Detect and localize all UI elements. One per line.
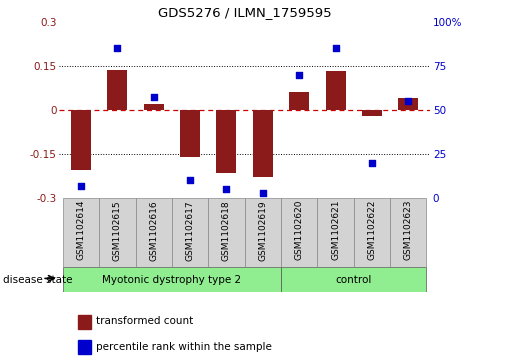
Bar	[78, 315, 91, 329]
Bar	[172, 198, 208, 267]
Bar	[281, 198, 317, 267]
Bar	[253, 110, 273, 177]
Point	[150, 95, 158, 101]
Text: GSM1102623: GSM1102623	[404, 200, 413, 260]
Point	[113, 45, 122, 51]
Text: Myotonic dystrophy type 2: Myotonic dystrophy type 2	[102, 274, 242, 285]
Title: GDS5276 / ILMN_1759595: GDS5276 / ILMN_1759595	[158, 6, 332, 19]
Bar	[144, 104, 164, 110]
Point	[404, 98, 413, 104]
Bar	[63, 267, 281, 292]
Point	[77, 183, 85, 188]
Bar	[281, 267, 426, 292]
Bar	[180, 110, 200, 157]
Bar	[78, 340, 91, 354]
Bar	[135, 198, 172, 267]
Text: GSM1102622: GSM1102622	[367, 200, 376, 260]
Bar	[108, 70, 127, 110]
Text: GSM1102615: GSM1102615	[113, 200, 122, 261]
Point	[222, 186, 231, 192]
Text: GSM1102620: GSM1102620	[295, 200, 304, 260]
Bar	[208, 198, 245, 267]
Bar	[63, 198, 99, 267]
Bar	[354, 198, 390, 267]
Bar	[216, 110, 236, 173]
Point	[295, 72, 303, 77]
Text: percentile rank within the sample: percentile rank within the sample	[96, 342, 272, 352]
Text: GSM1102619: GSM1102619	[259, 200, 267, 261]
Text: control: control	[335, 274, 372, 285]
Bar	[71, 110, 91, 170]
Text: GSM1102617: GSM1102617	[185, 200, 195, 261]
Text: GSM1102614: GSM1102614	[77, 200, 85, 260]
Text: GSM1102621: GSM1102621	[331, 200, 340, 260]
Bar	[317, 198, 354, 267]
Bar	[289, 92, 309, 110]
Point	[331, 45, 339, 51]
Point	[186, 177, 194, 183]
Bar	[99, 198, 135, 267]
Bar	[398, 98, 418, 110]
Text: transformed count: transformed count	[96, 316, 194, 326]
Text: GSM1102616: GSM1102616	[149, 200, 158, 261]
Point	[259, 189, 267, 195]
Point	[368, 160, 376, 166]
Text: disease state: disease state	[3, 275, 72, 285]
Bar	[245, 198, 281, 267]
Text: GSM1102618: GSM1102618	[222, 200, 231, 261]
Bar	[390, 198, 426, 267]
Bar	[362, 110, 382, 116]
Bar	[325, 71, 346, 110]
